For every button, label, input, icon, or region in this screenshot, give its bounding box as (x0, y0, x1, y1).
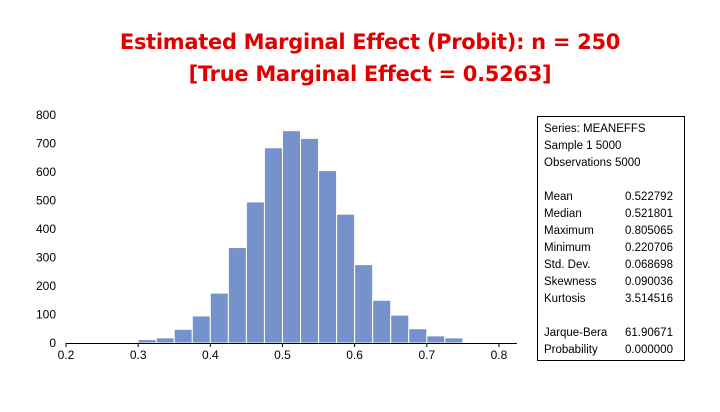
x-tick-label: 0.2 (58, 348, 75, 362)
x-tick-label: 0.4 (202, 348, 219, 362)
histogram-bar (426, 335, 446, 344)
stats-label-jarque-bera: Jarque-Bera (544, 327, 608, 339)
histogram-bar (65, 341, 85, 344)
y-tick-label: 600 (36, 165, 56, 179)
stats-value-maximum: 0.805065 (625, 225, 673, 237)
stats-sample: Sample 1 5000 (544, 140, 622, 152)
histogram-bar (300, 137, 320, 344)
histogram-bar (444, 337, 464, 344)
histogram-bar (336, 213, 356, 344)
y-tick-label: 500 (36, 194, 56, 208)
histogram-bar (119, 341, 139, 344)
histogram-bar (227, 247, 247, 344)
histogram-bar (480, 341, 500, 344)
histogram-bar (263, 147, 283, 344)
histogram-bar (173, 328, 193, 344)
stats-value-minimum: 0.220706 (625, 242, 673, 254)
y-tick-label: 100 (36, 308, 56, 322)
histogram-bar (390, 314, 410, 344)
x-tick-label: 0.5 (274, 348, 291, 362)
histogram-bar (462, 341, 482, 344)
histogram-bar (209, 292, 229, 344)
x-tick-label: 0.6 (346, 348, 363, 362)
stats-label-stddev: Std. Dev. (544, 259, 591, 271)
x-tick-label: 0.7 (418, 348, 435, 362)
stats-label-kurtosis: Kurtosis (544, 293, 586, 305)
stats-label-skewness: Skewness (544, 276, 597, 288)
histogram-bar (155, 337, 175, 344)
y-tick-label: 200 (36, 279, 56, 293)
y-tick-label: 0 (49, 336, 56, 350)
stats-observations: Observations 5000 (544, 157, 641, 169)
stats-label-mean: Mean (544, 191, 573, 203)
stats-label-minimum: Minimum (544, 242, 591, 254)
histogram-bar (245, 201, 265, 344)
chart-subtitle: [True Marginal Effect = 0.5263] (188, 62, 552, 86)
stats-label-maximum: Maximum (544, 225, 594, 237)
stats-value-jarque-bera: 61.90671 (625, 327, 673, 339)
histogram-bar (372, 299, 392, 344)
chart-title: Estimated Marginal Effect (Probit): n = … (119, 30, 621, 54)
histogram-bar (354, 264, 374, 344)
histogram-bar (191, 315, 211, 344)
y-tick-label: 700 (36, 137, 56, 151)
histogram-bar (137, 339, 157, 344)
stats-series: Series: MEANEFFS (544, 123, 646, 135)
stats-value-probability: 0.000000 (625, 344, 673, 356)
histogram-bar (318, 170, 338, 344)
histogram-bar (83, 341, 103, 344)
y-tick-label: 300 (36, 251, 56, 265)
stats-value-kurtosis: 3.514516 (625, 293, 673, 305)
stats-value-skewness: 0.090036 (625, 276, 673, 288)
histogram-chart: 0 100 200 300 400 500 600 700 800 0.2 0.3 0.4 0.5 0.… (36, 108, 518, 362)
stats-label-median: Median (544, 208, 582, 220)
stats-value-median: 0.521801 (625, 208, 673, 220)
stats-value-stddev: 0.068698 (625, 259, 673, 271)
x-tick-label: 0.3 (130, 348, 147, 362)
y-tick-label: 800 (36, 108, 56, 122)
y-tick-label: 400 (36, 222, 56, 236)
histogram-bar (281, 130, 302, 344)
statistics-box: Series: MEANEFFS Sample 1 5000 Observati… (537, 116, 685, 361)
x-tick-label: 0.8 (491, 348, 508, 362)
stats-value-mean: 0.522792 (625, 191, 673, 203)
histogram-bar (408, 328, 428, 344)
stats-label-probability: Probability (544, 344, 598, 356)
histogram-bar (498, 341, 518, 344)
